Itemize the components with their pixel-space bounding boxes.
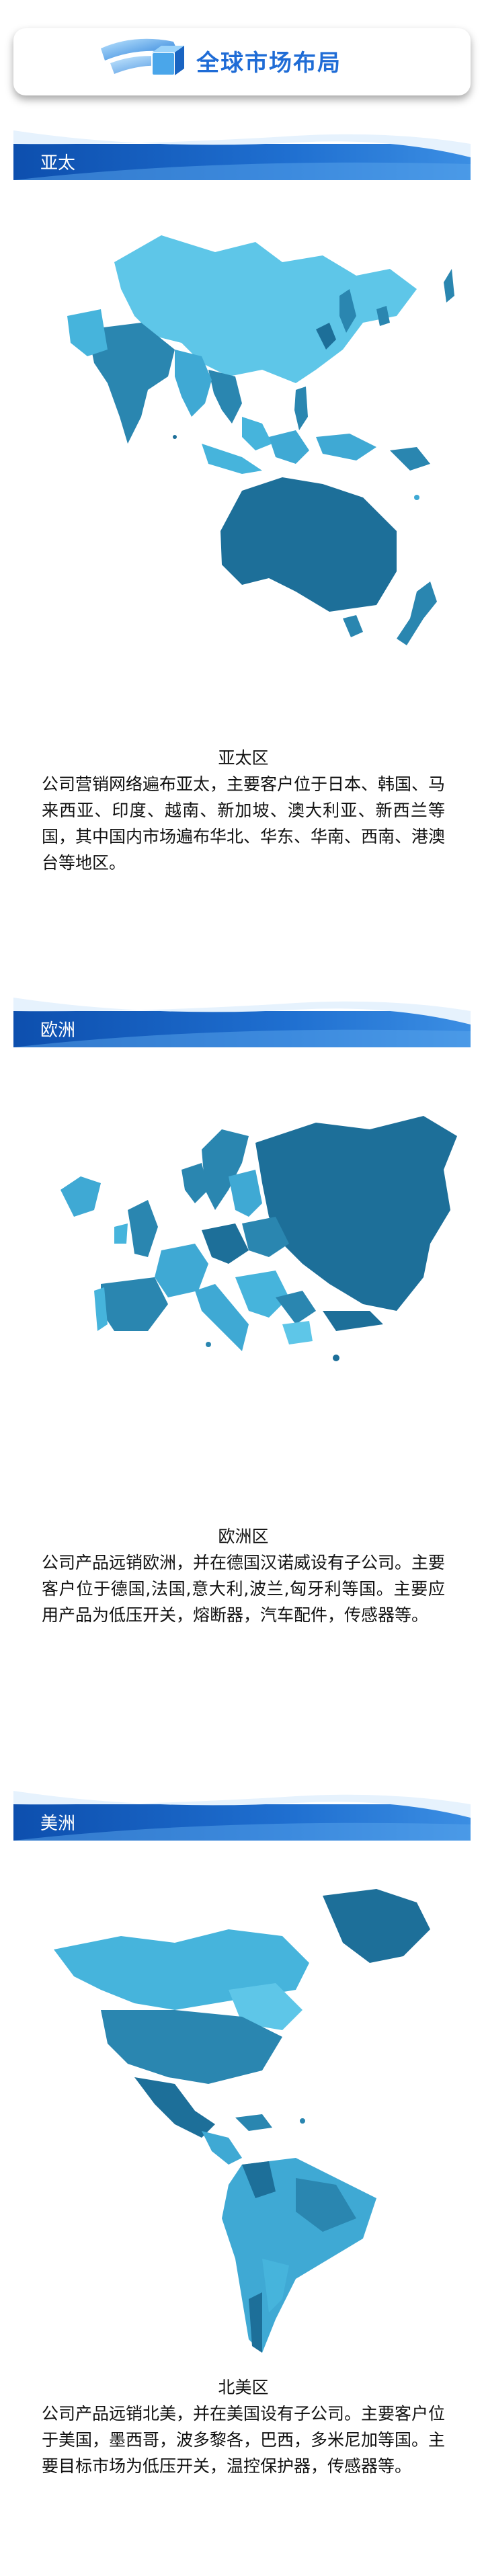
europe-map [47, 1109, 464, 1408]
section-text-americas: 北美区 公司产品远销北美，并在美国设有子公司。主要客户位于美国，墨西哥，波多黎各… [42, 2374, 445, 2479]
cube-logo-icon [94, 34, 195, 94]
banner-label: 亚太 [40, 153, 76, 173]
region-title: 北美区 [218, 2378, 269, 2397]
section-banner-asia: 亚太 [13, 130, 471, 180]
section-banner-europe: 欧洲 [13, 998, 471, 1047]
section-text-europe: 欧洲区 公司产品远销欧洲，并在德国汉诺威设有子公司。主要客户位于德国,法国,意大… [42, 1523, 445, 1628]
region-description: 公司产品远销北美，并在美国设有子公司。主要客户位于美国，墨西哥，波多黎各，巴西，… [42, 2404, 446, 2476]
americas-map [40, 1882, 457, 2369]
section-banner-americas: 美洲 [13, 1791, 471, 1841]
banner-label: 美洲 [40, 1814, 76, 1834]
asia-pacific-map [40, 215, 457, 688]
page-title: 全球市场布局 [196, 50, 341, 77]
region-title: 亚太区 [218, 748, 269, 768]
region-description: 公司营销网络遍布亚太，主要客户位于日本、韩国、马来西亚、印度、越南、新加坡、澳大… [42, 774, 446, 873]
section-text-asia: 亚太区 公司营销网络遍布亚太，主要客户位于日本、韩国、马来西亚、印度、越南、新加… [42, 745, 445, 876]
page-header: 全球市场布局 [13, 28, 471, 95]
banner-label: 欧洲 [40, 1020, 76, 1041]
region-description: 公司产品远销欧洲，并在德国汉诺威设有子公司。主要客户位于德国,法国,意大利,波兰… [42, 1553, 446, 1625]
region-title: 欧洲区 [218, 1527, 269, 1546]
